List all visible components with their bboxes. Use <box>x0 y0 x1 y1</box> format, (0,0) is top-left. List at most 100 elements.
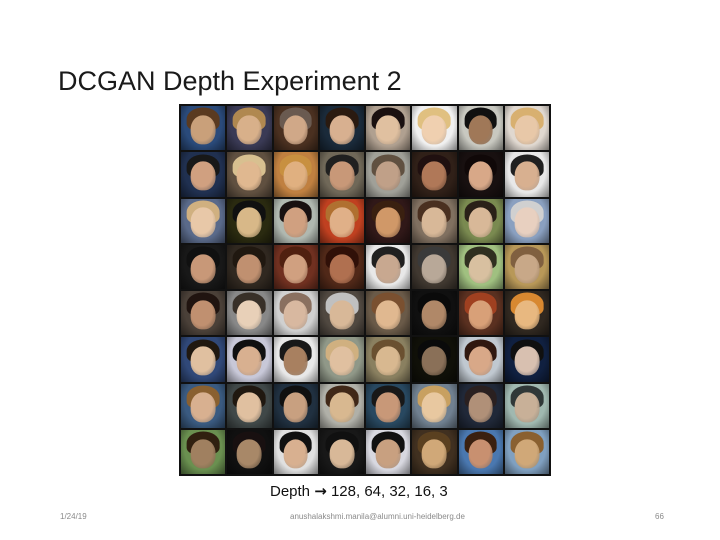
slide-caption: Depth → 128, 64, 32, 16, 3 <box>270 482 448 500</box>
generated-face-image <box>504 383 549 428</box>
face-shape <box>236 115 262 145</box>
generated-face-image <box>504 152 549 197</box>
generated-face-image <box>227 198 272 243</box>
generated-face-image <box>273 198 318 243</box>
face-shape <box>514 346 540 376</box>
face-shape <box>190 346 216 376</box>
generated-face-image <box>181 152 226 197</box>
generated-face-image <box>366 429 411 474</box>
generated-face-image <box>366 244 411 289</box>
generated-face-image <box>319 383 364 428</box>
face-shape <box>236 439 262 469</box>
face-shape <box>375 254 401 284</box>
face-shape <box>329 254 355 284</box>
face-shape <box>236 346 262 376</box>
face-shape <box>283 439 309 469</box>
generated-face-image <box>273 106 318 151</box>
generated-face-image <box>458 198 503 243</box>
face-shape <box>236 161 262 191</box>
generated-face-image <box>504 198 549 243</box>
generated-face-image <box>412 198 457 243</box>
face-shape <box>421 300 447 330</box>
face-shape <box>421 346 447 376</box>
footer-date: 1/24/19 <box>60 512 87 521</box>
face-shape <box>514 254 540 284</box>
face-shape <box>514 115 540 145</box>
face-shape <box>514 207 540 237</box>
face-shape <box>283 207 309 237</box>
generated-face-image <box>319 198 364 243</box>
face-shape <box>375 392 401 422</box>
footer-email: anushalakshmi.manila@alumni.uni-heidelbe… <box>290 512 465 521</box>
face-shape <box>375 115 401 145</box>
generated-face-image <box>273 383 318 428</box>
face-shape <box>329 161 355 191</box>
face-shape <box>514 439 540 469</box>
generated-face-image <box>181 198 226 243</box>
generated-face-image <box>227 244 272 289</box>
generated-face-image <box>273 244 318 289</box>
caption-prefix: Depth <box>270 483 311 500</box>
face-shape <box>468 392 494 422</box>
face-shape <box>329 207 355 237</box>
generated-faces-grid <box>179 104 551 476</box>
generated-face-image <box>504 337 549 382</box>
generated-face-image <box>504 429 549 474</box>
generated-face-image <box>412 244 457 289</box>
generated-face-image <box>319 291 364 336</box>
face-shape <box>375 207 401 237</box>
generated-face-image <box>458 152 503 197</box>
generated-face-image <box>458 106 503 151</box>
face-shape <box>468 161 494 191</box>
generated-face-image <box>227 152 272 197</box>
generated-face-image <box>412 383 457 428</box>
generated-face-image <box>366 106 411 151</box>
face-shape <box>421 207 447 237</box>
face-shape <box>375 439 401 469</box>
face-shape <box>283 346 309 376</box>
generated-face-image <box>181 244 226 289</box>
face-shape <box>514 161 540 191</box>
face-shape <box>421 115 447 145</box>
face-shape <box>283 161 309 191</box>
generated-face-image <box>181 337 226 382</box>
generated-face-image <box>458 291 503 336</box>
slide-title: DCGAN Depth Experiment 2 <box>58 66 402 96</box>
face-shape <box>375 161 401 191</box>
face-shape <box>329 439 355 469</box>
generated-face-image <box>412 291 457 336</box>
generated-face-image <box>273 337 318 382</box>
footer-page-number: 66 <box>655 512 664 521</box>
face-shape <box>375 346 401 376</box>
generated-face-image <box>458 337 503 382</box>
generated-face-image <box>227 291 272 336</box>
face-shape <box>190 161 216 191</box>
face-shape <box>375 300 401 330</box>
generated-face-image <box>273 291 318 336</box>
face-shape <box>468 254 494 284</box>
face-shape <box>421 392 447 422</box>
generated-face-image <box>319 152 364 197</box>
face-shape <box>190 392 216 422</box>
face-shape <box>236 392 262 422</box>
generated-face-image <box>366 337 411 382</box>
face-shape <box>190 207 216 237</box>
face-shape <box>468 300 494 330</box>
generated-face-image <box>504 244 549 289</box>
generated-face-image <box>458 244 503 289</box>
generated-face-image <box>366 152 411 197</box>
face-shape <box>421 254 447 284</box>
generated-face-image <box>412 337 457 382</box>
generated-face-image <box>273 429 318 474</box>
face-shape <box>236 300 262 330</box>
face-shape <box>468 346 494 376</box>
face-shape <box>283 300 309 330</box>
generated-face-image <box>458 383 503 428</box>
face-shape <box>283 392 309 422</box>
generated-face-image <box>319 106 364 151</box>
generated-face-image <box>366 291 411 336</box>
generated-face-image <box>504 291 549 336</box>
generated-face-image <box>227 337 272 382</box>
face-shape <box>329 392 355 422</box>
